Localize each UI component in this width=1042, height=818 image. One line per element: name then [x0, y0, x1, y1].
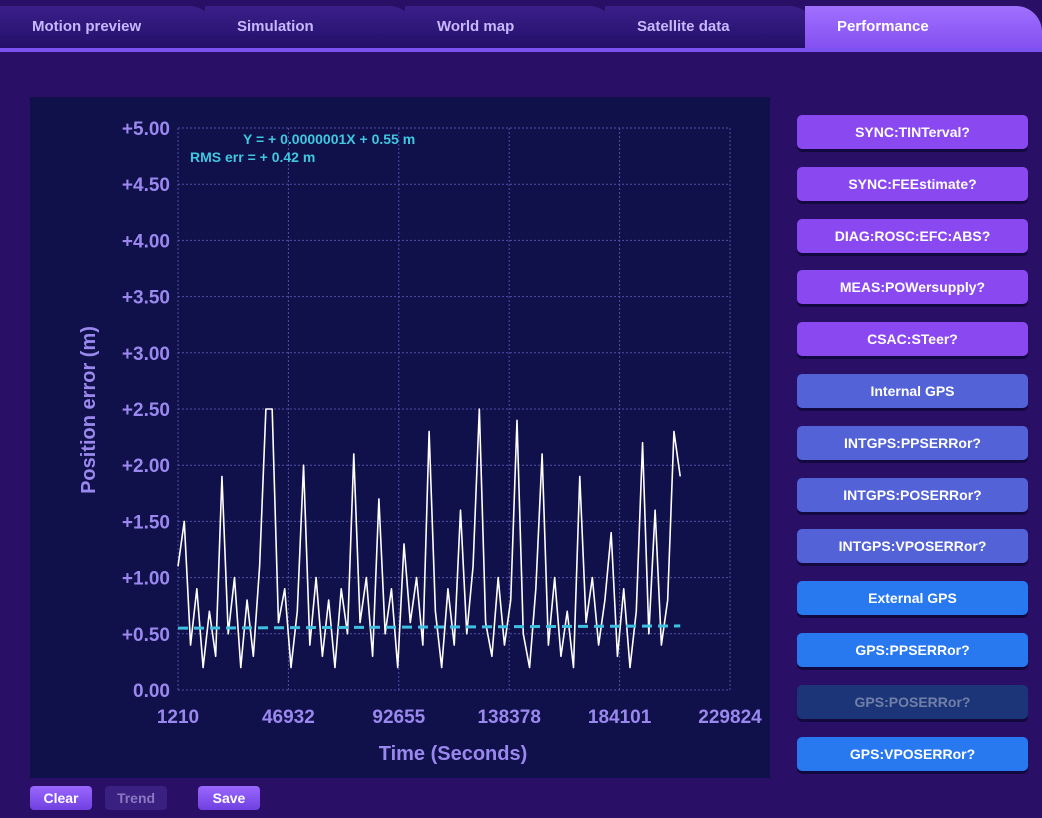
side-button[interactable]: INTGPS:VPOSERRor? — [797, 529, 1028, 564]
y-axis-label: Position error (m) — [78, 326, 100, 494]
side-button[interactable]: SYNC:FEEstimate? — [797, 166, 1028, 201]
y-tick-label: +2.00 — [122, 456, 170, 477]
y-tick-label: +3.50 — [122, 288, 170, 309]
annotation: Y = + 0.0000001X + 0.55 m — [243, 131, 415, 147]
x-tick-label: 184101 — [588, 707, 652, 728]
x-tick-label: 138378 — [477, 707, 540, 728]
x-tick-label: 46932 — [262, 707, 315, 728]
side-button[interactable]: SYNC:TINTerval? — [797, 115, 1028, 149]
side-button[interactable]: MEAS:POWersupply? — [797, 270, 1028, 305]
y-tick-label: +0.50 — [122, 625, 170, 646]
y-tick-label: +4.50 — [122, 175, 170, 196]
side-button[interactable]: INTGPS:POSERRor? — [797, 477, 1028, 512]
bottom-button[interactable]: Save — [198, 786, 260, 810]
tab-underline — [0, 48, 1042, 52]
bottom-button: Trend — [105, 786, 167, 810]
side-button[interactable]: Internal GPS — [797, 374, 1028, 408]
side-button[interactable]: GPS:PPSERRor? — [797, 633, 1028, 667]
side-button[interactable]: GPS:VPOSERRor? — [797, 736, 1028, 771]
data-line — [177, 408, 682, 669]
tab[interactable]: Satellite data — [605, 6, 815, 48]
side-button[interactable]: DIAG:ROSC:EFC:ABS? — [797, 218, 1028, 253]
annotation: RMS err = + 0.42 m — [190, 149, 315, 165]
x-tick-label: 1210 — [157, 707, 199, 728]
side-button[interactable]: External GPS — [797, 581, 1028, 616]
tab[interactable]: Simulation — [205, 6, 415, 48]
x-tick-label: 92655 — [372, 707, 425, 728]
trend-line — [177, 624, 681, 630]
tab[interactable]: World map — [405, 6, 615, 48]
chart-panel — [30, 97, 770, 778]
y-tick-label: +3.00 — [122, 344, 170, 365]
y-tick-label: +5.00 — [122, 119, 170, 140]
y-tick-label: 0.00 — [133, 681, 170, 702]
x-axis-label: Time (Seconds) — [379, 743, 528, 765]
y-tick-label: +1.00 — [122, 569, 170, 590]
y-tick-label: +1.50 — [122, 512, 170, 533]
tab[interactable]: Performance — [805, 6, 1042, 48]
y-tick-label: +2.50 — [122, 400, 170, 421]
x-tick-label: 229824 — [698, 707, 762, 728]
bottom-button[interactable]: Clear — [30, 786, 92, 810]
side-button: GPS:POSERRor? — [797, 684, 1028, 719]
side-button[interactable]: INTGPS:PPSERRor? — [797, 425, 1028, 460]
tab[interactable]: Motion preview — [0, 6, 215, 48]
y-tick-label: +4.00 — [122, 231, 170, 252]
side-button[interactable]: CSAC:STeer? — [797, 322, 1028, 357]
